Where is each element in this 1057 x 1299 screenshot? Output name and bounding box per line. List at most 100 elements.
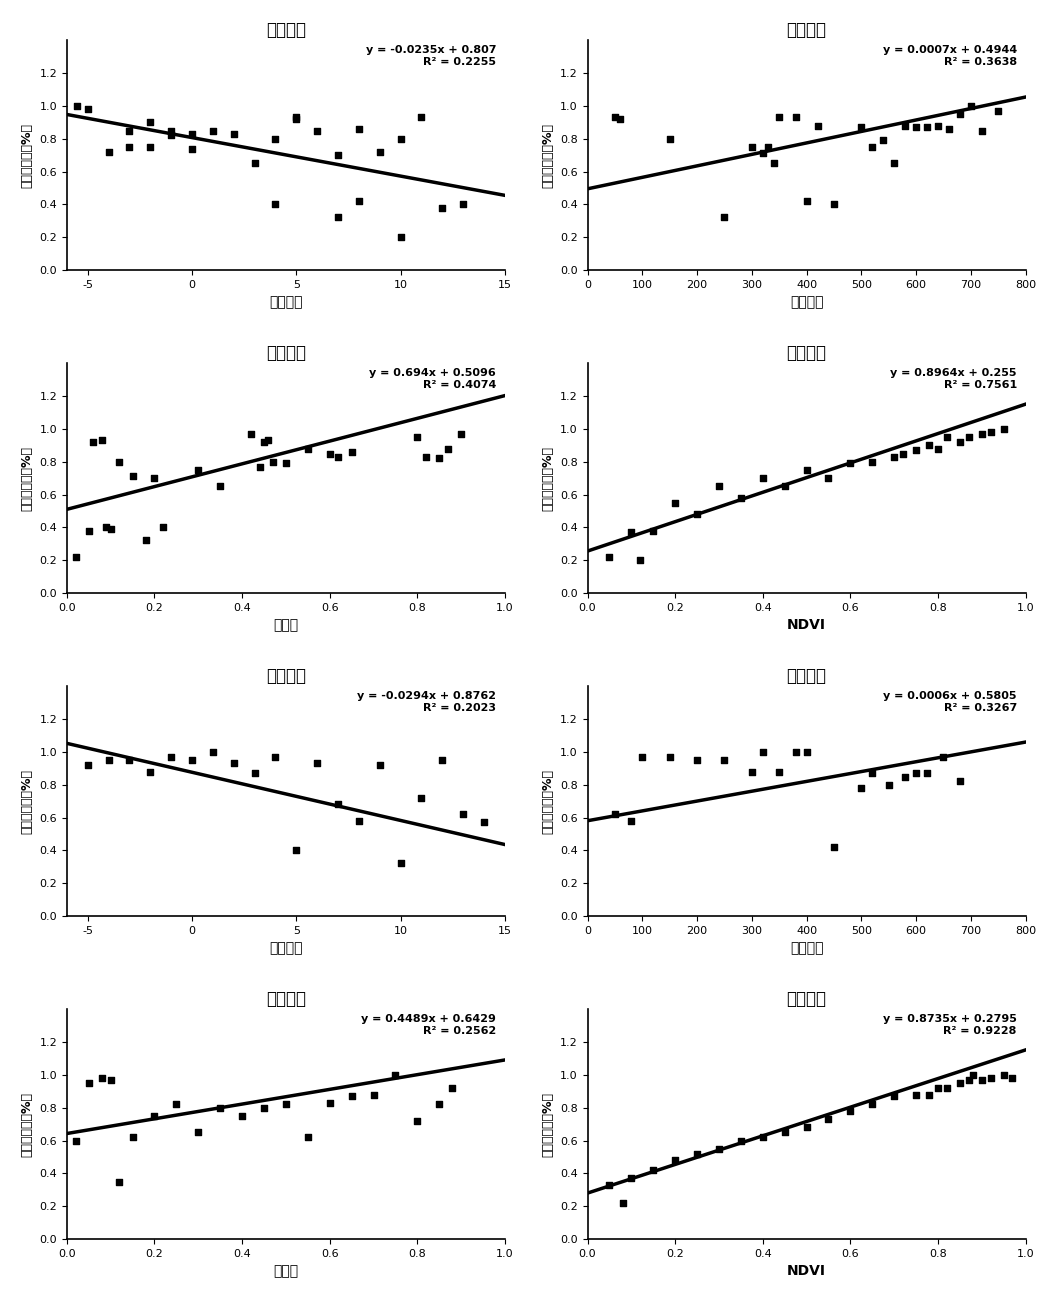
Point bbox=[93, 430, 110, 451]
Text: y = 0.694x + 0.5096
R² = 0.4074: y = 0.694x + 0.5096 R² = 0.4074 bbox=[369, 368, 496, 390]
Point bbox=[864, 763, 880, 783]
Point bbox=[716, 207, 733, 227]
X-axis label: 年均气温: 年均气温 bbox=[270, 942, 302, 955]
Point bbox=[973, 120, 990, 140]
Point bbox=[204, 742, 221, 763]
Point bbox=[246, 763, 263, 783]
Point bbox=[242, 423, 259, 444]
Point bbox=[68, 547, 85, 568]
Point bbox=[886, 1086, 903, 1107]
Point bbox=[344, 442, 360, 462]
Point bbox=[688, 504, 705, 525]
X-axis label: 年均气温: 年均气温 bbox=[270, 295, 302, 309]
Point bbox=[798, 460, 815, 481]
Point bbox=[632, 549, 649, 570]
Point bbox=[418, 447, 434, 468]
Point bbox=[623, 811, 639, 831]
Point bbox=[440, 438, 457, 459]
Point bbox=[252, 456, 268, 477]
Point bbox=[111, 1172, 128, 1192]
Point bbox=[267, 194, 284, 214]
Point bbox=[908, 763, 925, 783]
Point bbox=[190, 1122, 207, 1143]
Point bbox=[688, 1143, 705, 1164]
Point bbox=[662, 747, 679, 768]
Point bbox=[755, 143, 772, 164]
Point bbox=[929, 438, 946, 459]
Title: 四级草地: 四级草地 bbox=[786, 990, 827, 1008]
Point bbox=[256, 1098, 273, 1118]
Point bbox=[935, 747, 952, 768]
Point bbox=[607, 804, 624, 825]
Point bbox=[184, 138, 201, 158]
Point bbox=[299, 438, 316, 459]
Point bbox=[951, 104, 968, 125]
Point bbox=[371, 755, 388, 776]
Point bbox=[960, 427, 977, 448]
Point bbox=[260, 430, 277, 451]
Point bbox=[100, 142, 117, 162]
Point bbox=[163, 747, 180, 768]
Point bbox=[886, 153, 903, 174]
Point bbox=[288, 109, 304, 130]
Point bbox=[444, 1078, 461, 1099]
Point bbox=[409, 427, 426, 448]
Point bbox=[351, 811, 368, 831]
Point bbox=[184, 750, 201, 770]
Point bbox=[776, 475, 793, 496]
Point bbox=[939, 1078, 956, 1099]
Point bbox=[623, 1168, 639, 1189]
Text: y = 0.4489x + 0.6429
R² = 0.2562: y = 0.4489x + 0.6429 R² = 0.2562 bbox=[361, 1015, 496, 1035]
Point bbox=[184, 123, 201, 144]
Point bbox=[168, 1094, 185, 1115]
Y-axis label: 地上生物量（%）: 地上生物量（%） bbox=[541, 769, 555, 834]
Point bbox=[68, 1130, 85, 1151]
Point bbox=[809, 116, 826, 136]
Point bbox=[100, 750, 117, 770]
Point bbox=[667, 492, 684, 513]
Title: 三级草地: 三级草地 bbox=[266, 21, 305, 39]
Point bbox=[433, 197, 450, 218]
Point bbox=[820, 468, 837, 488]
Point bbox=[142, 761, 159, 782]
Point bbox=[614, 1192, 631, 1213]
Point bbox=[601, 1174, 618, 1195]
Point bbox=[309, 120, 326, 140]
Point bbox=[733, 487, 749, 508]
Point bbox=[163, 125, 180, 145]
Title: 三级草地: 三级草地 bbox=[786, 21, 827, 39]
Title: 四级草地: 四级草地 bbox=[266, 990, 305, 1008]
Text: y = -0.0235x + 0.807
R² = 0.2255: y = -0.0235x + 0.807 R² = 0.2255 bbox=[366, 45, 496, 66]
Point bbox=[798, 742, 815, 763]
Point bbox=[431, 448, 448, 469]
Point bbox=[225, 123, 242, 144]
Text: y = 0.8735x + 0.2795
R² = 0.9228: y = 0.8735x + 0.2795 R² = 0.9228 bbox=[883, 1015, 1017, 1035]
Point bbox=[111, 451, 128, 472]
Point bbox=[743, 761, 760, 782]
Point bbox=[755, 1126, 772, 1147]
X-axis label: NDVI: NDVI bbox=[787, 618, 827, 633]
X-axis label: 年均降水: 年均降水 bbox=[790, 942, 823, 955]
Point bbox=[951, 431, 968, 452]
Point bbox=[124, 1126, 141, 1147]
Point bbox=[321, 443, 338, 464]
Point bbox=[455, 194, 471, 214]
Point bbox=[330, 794, 347, 814]
Point bbox=[452, 423, 469, 444]
Point bbox=[982, 422, 999, 443]
Point bbox=[826, 837, 842, 857]
Point bbox=[190, 460, 207, 481]
Point bbox=[667, 1150, 684, 1170]
Point bbox=[760, 136, 777, 157]
Point bbox=[120, 750, 137, 770]
Point bbox=[409, 1111, 426, 1131]
Point bbox=[853, 117, 870, 138]
Point bbox=[634, 747, 651, 768]
X-axis label: NDVI: NDVI bbox=[787, 1264, 827, 1278]
Point bbox=[989, 100, 1006, 121]
Point bbox=[645, 520, 662, 540]
Point bbox=[880, 774, 897, 795]
Point bbox=[277, 1094, 294, 1115]
Point bbox=[204, 120, 221, 140]
Point bbox=[120, 136, 137, 157]
